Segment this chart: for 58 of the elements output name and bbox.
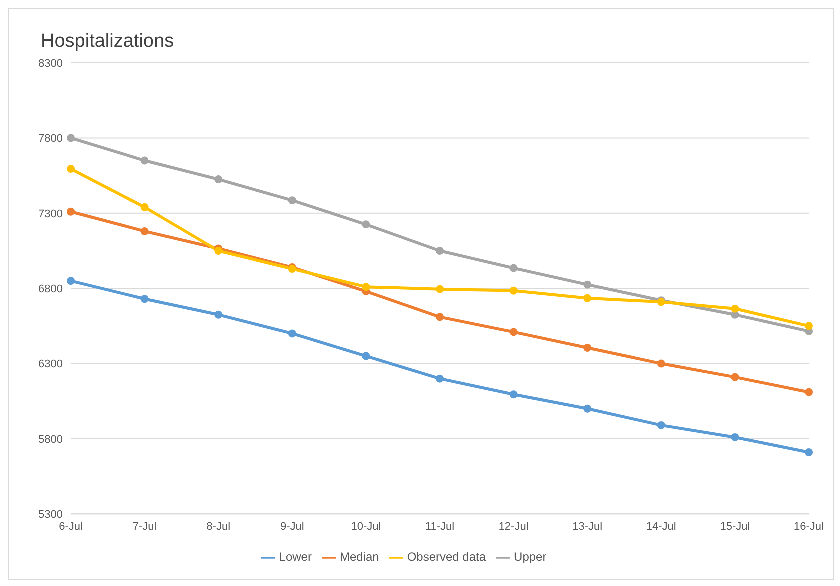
x-tick-label: 11-Jul: [425, 520, 455, 533]
x-tick-label: 9-Jul: [280, 520, 304, 533]
x-tick-label: 7-Jul: [132, 520, 157, 533]
chart-title: Hospitalizations: [41, 31, 174, 53]
x-tick-label: 10-Jul: [351, 520, 382, 533]
point: [362, 283, 370, 292]
point: [805, 388, 813, 396]
x-tick-label: 16-Jul: [794, 520, 824, 533]
point: [214, 176, 223, 184]
point: [362, 220, 370, 229]
point: [584, 404, 592, 413]
point: [510, 264, 518, 272]
point: [67, 277, 75, 286]
y-tick-label: 8300: [38, 58, 63, 70]
point: [731, 373, 740, 382]
legend-label: Lower: [279, 550, 312, 564]
point: [436, 374, 444, 383]
y-tick-label: 7300: [38, 208, 63, 220]
point: [288, 330, 296, 338]
point: [510, 286, 518, 295]
x-tick-label: 12-Jul: [498, 520, 529, 533]
x-tick-label: 15-Jul: [720, 520, 750, 533]
point: [584, 280, 592, 289]
point: [657, 360, 666, 368]
point: [140, 156, 149, 165]
point: [140, 227, 149, 236]
legend-label: Median: [340, 550, 380, 564]
point: [362, 352, 370, 360]
point: [731, 304, 740, 313]
y-tick-label: 6300: [38, 358, 63, 371]
point: [67, 165, 75, 174]
point: [436, 285, 444, 294]
y-tick-label: 5800: [38, 434, 63, 446]
point: [657, 421, 666, 430]
x-tick-label: 14-Jul: [646, 520, 676, 533]
point: [584, 294, 592, 302]
y-tick-label: 6800: [38, 283, 63, 296]
point: [510, 390, 518, 399]
point: [214, 310, 223, 319]
point: [436, 313, 444, 322]
point: [510, 328, 518, 336]
point: [67, 208, 75, 216]
x-tick-label: 8-Jul: [206, 520, 231, 533]
legend-label: Observed data: [407, 550, 486, 564]
point: [584, 344, 592, 352]
x-tick-label: 6-Jul: [59, 520, 83, 533]
point: [140, 203, 149, 212]
point: [140, 295, 149, 304]
y-tick-label: 7800: [38, 133, 63, 146]
legend-label: Upper: [514, 550, 547, 564]
point: [288, 196, 296, 205]
point: [805, 322, 813, 330]
y-tick-label: 5300: [38, 509, 63, 522]
point: [805, 448, 813, 457]
point: [67, 134, 75, 142]
point: [436, 246, 444, 255]
point: [731, 433, 740, 442]
x-tick-label: 13-Jul: [572, 520, 603, 533]
